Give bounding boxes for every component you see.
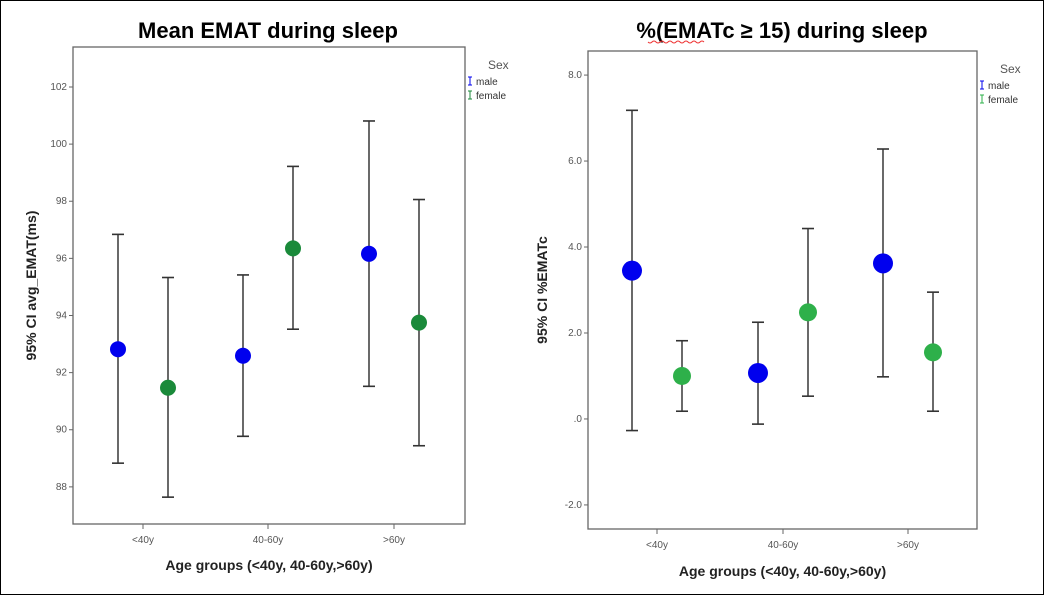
y-axis-label: 95% CI %EMATc <box>534 236 550 344</box>
mean-point-male <box>873 253 893 274</box>
mean-point-male <box>235 347 251 364</box>
plot-area <box>72 46 466 525</box>
y-tick-label: 2.0 <box>568 328 582 339</box>
x-tick-label: 40-60y <box>253 535 284 546</box>
spellcheck-underline <box>647 40 705 44</box>
y-tick-label: 94 <box>56 310 68 321</box>
y-tick-label: 6.0 <box>568 156 582 167</box>
legend-item: female <box>988 95 1018 106</box>
legend-item: male <box>476 77 498 88</box>
mean-point-female <box>799 303 817 322</box>
legend-title: Sex <box>488 58 509 72</box>
x-axis-label: Age groups (<40y, 40-60y,>60y) <box>679 563 886 579</box>
y-tick-label: 88 <box>56 482 68 493</box>
x-tick-label: >60y <box>383 535 405 546</box>
x-tick-label: <40y <box>132 535 154 546</box>
legend-errorbar-icon <box>980 94 984 104</box>
y-tick-label: 4.0 <box>568 242 582 253</box>
y-tick-label: 100 <box>50 139 67 150</box>
mean-point-male <box>361 245 377 262</box>
legend-errorbar-icon <box>980 80 984 90</box>
mean-point-male <box>622 260 642 281</box>
x-tick-label: >60y <box>897 540 919 551</box>
y-tick-label: 8.0 <box>568 70 582 81</box>
mean-point-female <box>411 314 427 331</box>
y-tick-label: 90 <box>56 425 68 436</box>
y-tick-label: -2.0 <box>565 500 583 511</box>
y-tick-label: 96 <box>56 253 68 264</box>
legend-item: male <box>988 81 1010 92</box>
mean-point-female <box>285 240 301 257</box>
x-tick-label: <40y <box>646 540 668 551</box>
y-tick-label: .0 <box>574 414 583 425</box>
plot-area <box>587 50 978 530</box>
mean-point-male <box>748 362 768 383</box>
legend-title: Sex <box>1000 62 1021 76</box>
chart-title: %(EMATc ≥ 15) during sleep <box>636 18 927 43</box>
legend-item: female <box>476 91 506 102</box>
mean-point-female <box>924 343 942 362</box>
mean-point-female <box>160 379 176 396</box>
x-axis-label: Age groups (<40y, 40-60y,>60y) <box>165 557 372 573</box>
chart-title: Mean EMAT during sleep <box>138 18 398 43</box>
legend-errorbar-icon <box>468 90 472 100</box>
y-tick-label: 98 <box>56 196 68 207</box>
y-tick-label: 102 <box>50 82 67 93</box>
mean-point-male <box>110 341 126 358</box>
legend-errorbar-icon <box>468 76 472 86</box>
mean-point-female <box>673 366 691 385</box>
x-tick-label: 40-60y <box>768 540 799 551</box>
y-tick-label: 92 <box>56 368 68 379</box>
y-axis-label: 95% CI avg_EMAT(ms) <box>23 211 39 361</box>
